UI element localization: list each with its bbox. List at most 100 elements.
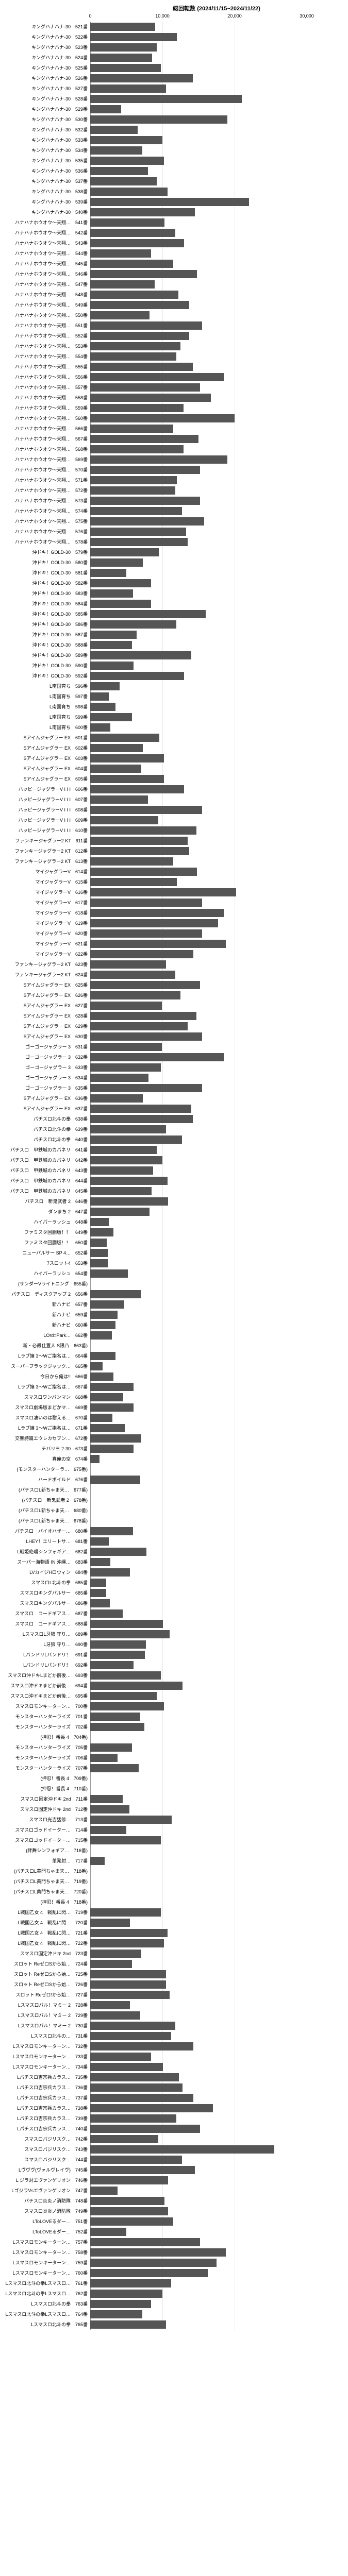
bar-row: ファンキージャグラー2 KT 623番 [90,959,343,970]
row-label: LバンドリLバンドリ！ 691番 [4,1650,88,1660]
bar [90,270,197,278]
row-label: (パチスロL黄門ちゃま天… 720番) [4,1887,88,1897]
bar [90,280,155,289]
bar-row: ハナハナホウオウ～天翔… 575番 [90,516,343,527]
bar-row: 革発射… 717番 [90,1856,343,1866]
row-label: キングハナハナ-30 523番 [4,42,88,53]
bar-row: (パチスロL黄門ちゃま天… 718番) [90,1866,343,1876]
bar-row: 真俺の空 674番 [90,1454,343,1464]
bar-row: Lスマスロパル！マミー 2 729番 [90,2010,343,2021]
bar-row: ハナハナホウオウ～天翔… 554番 [90,351,343,362]
bar [90,569,126,577]
bar [90,1960,132,1968]
bar-row: ハッピージャグラーV I I I 610番 [90,825,343,836]
bar [90,1311,118,1319]
row-label: スマスロモンキーターン… 700番 [4,1701,88,1711]
row-label: マイジャグラーV 622番 [4,949,88,959]
bar [90,1743,132,1752]
bar-row: パチスロ バイオハザー… 680番 [90,1526,343,1536]
bar-row: ファミスタ回胴版！！ 649番 [90,1227,343,1238]
row-label: Sアイムジャグラー EX 636番 [4,1093,88,1104]
bar-row: LバンドリLバンドリ！ 692番 [90,1660,343,1670]
row-label: パチスロ 甲鉄城のカバネリ 642番 [4,1155,88,1165]
row-label: 交響詩篇エウレカセブン… 672番 [4,1433,88,1444]
bar [90,1383,134,1391]
bar-row: Lスマスロモンキーターン… 732番 [90,2041,343,2052]
row-label: LHEY！エリートサ… 681番 [4,1536,88,1547]
bar-row: 沖ドキ！GOLD-30 587番 [90,630,343,640]
bar [90,1403,134,1412]
bar-row: 沖ドキ！GOLD-30 586番 [90,619,343,630]
bar-row: L南国育ち 599番 [90,712,343,722]
bar-row: ファンキージャグラー2 KT 612番 [90,846,343,856]
row-label: スマスロ沖ドキまどか前後… 694番 [4,1681,88,1691]
bar [90,2176,168,2184]
plot-area: キングハナハナ-30 521番キングハナハナ-30 522番キングハナハナ-30… [90,22,343,2330]
row-label: キングハナハナ-30 525番 [4,63,88,73]
bar-row: (パチスロL新ちゃま天… 677番) [90,1485,343,1495]
bar [90,2011,140,2020]
bar [90,1527,133,1535]
row-label: モンスターハンターライズ 702番 [4,1722,88,1732]
row-label: Lスマスロ北斗の拳Lスマスロ… 762番 [4,2289,88,2299]
row-label: スマスロゴッドイーター… 715番 [4,1835,88,1845]
row-label: パチスロ 甲鉄城のカバネリ 643番 [4,1165,88,1176]
row-label: Sアイムジャグラー EX 625番 [4,980,88,990]
row-label: ファンキージャグラー2 KT 624番 [4,970,88,980]
row-label: Lパチスロ吉宗兵カラス… 740番 [4,2124,88,2134]
row-label: Lスマスロ北斗の拳Lスマスロ… 761番 [4,2278,88,2289]
horizontal-bar-chart: 総回転数 (2024/11/15~2024/11/22) 010,00020,0… [0,0,348,2335]
bar-row: Lラブ嬢 3～Wご指名は… 664番 [90,1351,343,1361]
bar [90,940,226,948]
bar [90,1836,161,1844]
bar-row: 新ハナビ 657番 [90,1299,343,1310]
bar-row: キングハナハナ-30 535番 [90,156,343,166]
bar [90,1558,110,1566]
row-label: ハナハナホウオウ～天翔… 574番 [4,506,88,516]
row-label: 沖ドキ！GOLD-30 587番 [4,630,88,640]
bar [90,198,249,206]
bar-row: マイジャグラーV 618番 [90,908,343,918]
row-label: ハナハナホウオウ～天翔… 550番 [4,310,88,320]
row-label: キングハナハナ-30 522番 [4,32,88,42]
bar [90,373,224,381]
bar [90,2083,183,2092]
bar-row: LOrd=Park… 662番 [90,1330,343,1341]
row-label: ファンキージャグラー2 KT 611番 [4,836,88,846]
row-label: Lスマスロ北斗の… 731番 [4,2031,88,2041]
bar [90,703,115,711]
bar [90,1177,168,1185]
bar [90,1723,144,1731]
bar-row: パチスロ 甲鉄城のカバネリ 642番 [90,1155,343,1165]
bar [90,2063,163,2071]
bar-row: ハナハナホウオウ～天翔… 542番 [90,228,343,238]
row-label: キングハナハナ-30 529番 [4,104,88,114]
bar-row: Lラブ嬢 3～Wご指名は… 667番 [90,1382,343,1392]
bar-row: ファンキージャグラー2 KT 613番 [90,856,343,867]
row-label: スマスロ沖ドキまどか前後… 695番 [4,1691,88,1701]
bar-row: スマスロ沖ドキまどか前後… 695番 [90,1691,343,1701]
row-label: Lスマスロモンキーターン… 759番 [4,2258,88,2268]
bar-row: スマスロ光吉猛修… 713番 [90,1815,343,1825]
bar-row: モンスターハンターライズ 705番 [90,1742,343,1753]
bar-row: L南国育ち 600番 [90,722,343,733]
bar [90,2320,166,2329]
bar [90,1249,108,1257]
bar [90,517,204,526]
bar-row: ハッピージャグラーV I I I 606番 [90,784,343,794]
bar [90,95,242,103]
row-label: 真俺の空 674番 [4,1454,88,1464]
bar-row: キングハナハナ-30 529番 [90,104,343,114]
bar [90,847,189,855]
bar-row: Lスマスロ北斗の拳Lスマスロ… 761番 [90,2278,343,2289]
row-label: スマスロ固定沖ドキ 2nd 723番 [4,1948,88,1959]
bar-row: (パチスロ 新鬼武者 2 678番) [90,1495,343,1505]
bar-row: Sアイムジャグラー EX 628番 [90,1011,343,1021]
bar [90,126,138,134]
bar-row: ハッピージャグラーV I I I 608番 [90,805,343,815]
bar-row: 今日から俺は!! 666番 [90,1371,343,1382]
bar [90,857,173,866]
bar [90,1414,112,1422]
bar [90,105,121,113]
row-label: スマスロL北斗の拳 685番 [4,1578,88,1588]
